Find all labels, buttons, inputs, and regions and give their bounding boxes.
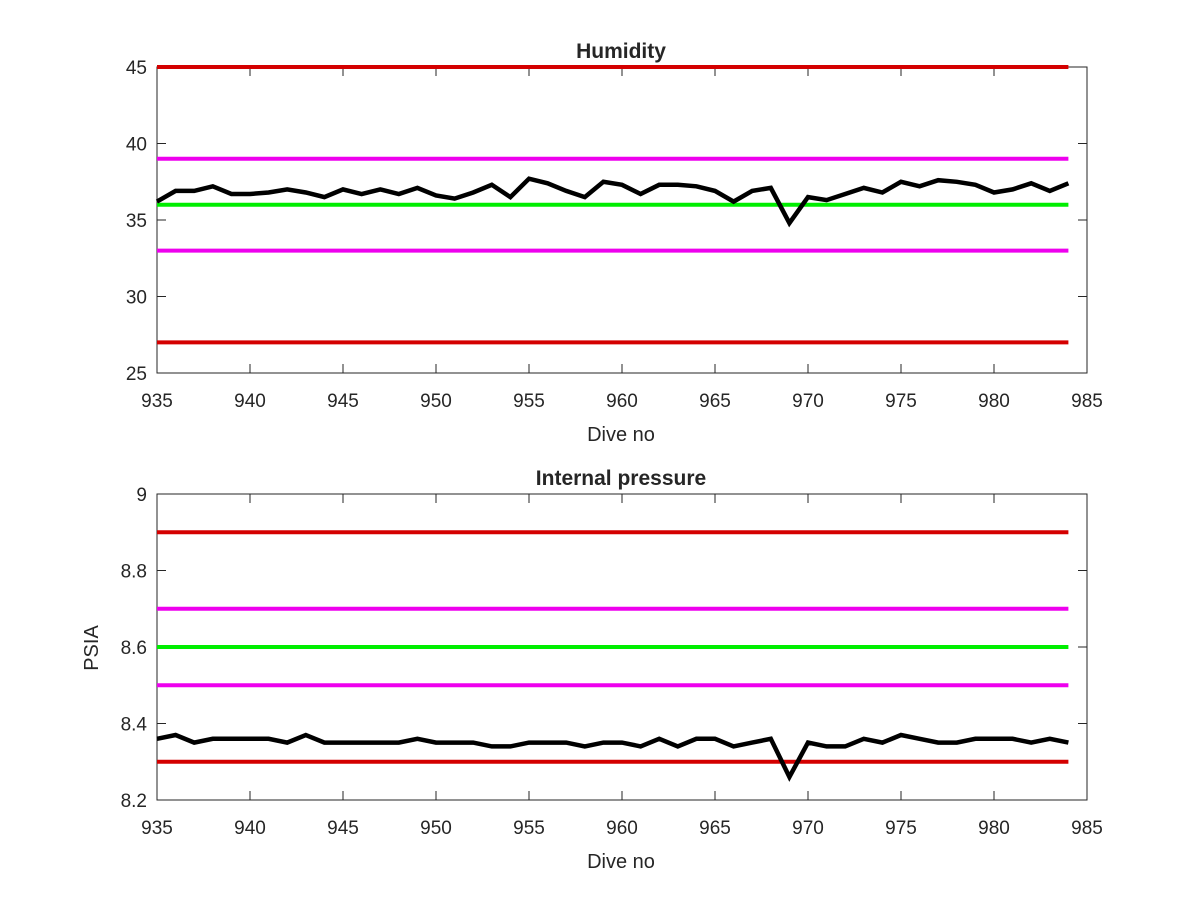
- series-line: [156, 732, 1069, 782]
- x-tick-label: 975: [885, 818, 917, 839]
- x-tick-label: 965: [699, 391, 731, 412]
- x-tick-label: 940: [234, 818, 266, 839]
- x-tick-label: 935: [141, 818, 173, 839]
- x-tick-label: 950: [420, 818, 452, 839]
- x-tick-label: 965: [699, 818, 731, 839]
- x-tick-label: 980: [978, 818, 1010, 839]
- x-tick-label: 945: [327, 818, 359, 839]
- x-tick-label: 960: [606, 391, 638, 412]
- x-tick-label: 985: [1071, 818, 1103, 839]
- x-tick-label: 970: [792, 818, 824, 839]
- y-tick-label: 9: [136, 485, 147, 506]
- x-tick-label: 970: [792, 391, 824, 412]
- y-tick-label: 8.6: [121, 638, 147, 659]
- x-tick-label: 985: [1071, 391, 1103, 412]
- x-tick-label: 935: [141, 391, 173, 412]
- x-axis-label: Dive no: [587, 424, 655, 446]
- y-tick-label: 8.4: [121, 715, 148, 736]
- x-tick-label: 980: [978, 391, 1010, 412]
- y-tick-label: 30: [126, 288, 147, 309]
- x-tick-label: 940: [234, 391, 266, 412]
- y-tick-label: 35: [126, 211, 147, 232]
- y-tick-label: 40: [126, 135, 147, 156]
- axes-box: [156, 66, 1088, 374]
- y-tick-label: 45: [126, 58, 147, 79]
- humidity-chart: Humidity Dive no 935 940 945 950 955 960 965 97…: [126, 40, 1103, 446]
- internal-pressure-chart: Internal pressure Dive no PSIA 935 940 945…: [81, 467, 1103, 873]
- x-axis-label: Dive no: [587, 851, 655, 873]
- x-tick-label: 960: [606, 818, 638, 839]
- y-tick-label: 8.8: [121, 562, 147, 583]
- y-tick-label: 8.2: [121, 791, 147, 812]
- chart-title: Internal pressure: [536, 467, 706, 490]
- x-tick-label: 950: [420, 391, 452, 412]
- x-tick-label: 975: [885, 391, 917, 412]
- y-tick-label: 25: [126, 364, 147, 385]
- x-tick-label: 955: [513, 818, 545, 839]
- x-tick-label: 945: [327, 391, 359, 412]
- x-tick-label: 955: [513, 391, 545, 412]
- y-axis-label: PSIA: [81, 625, 103, 671]
- series-line: [155, 176, 1070, 228]
- chart-title: Humidity: [576, 40, 666, 63]
